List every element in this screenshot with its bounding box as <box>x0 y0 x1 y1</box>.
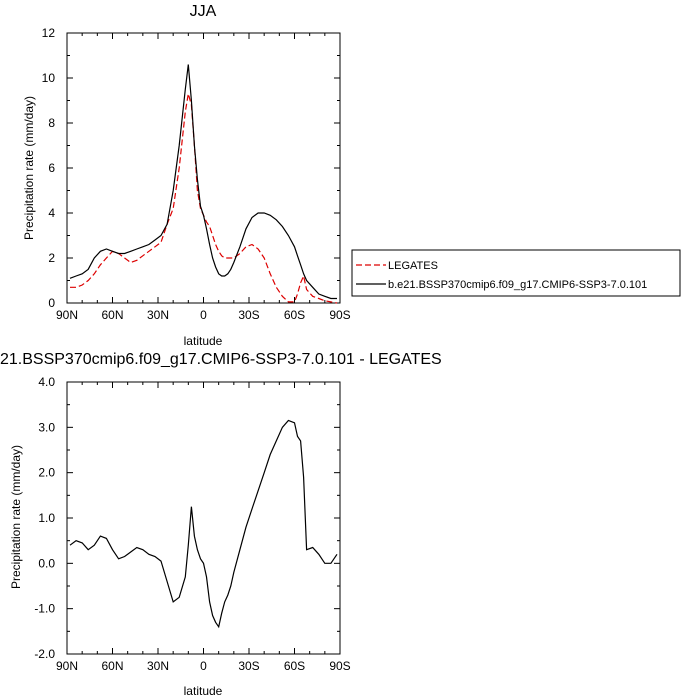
y-tick-label: 0.0 <box>38 556 55 570</box>
x-tick-label: 90N <box>56 659 78 673</box>
tick-group: 90N 60N 30N 0 30S 60S 90S -2.0 -1.0 0.0 1.0 2.0 3.0 4… <box>34 375 350 673</box>
y-tick-label: 3.0 <box>38 420 55 434</box>
series-group <box>69 419 338 629</box>
chart-bottom: 21.BSSP370cmip6.f09_g17.CMIP6-SSP3-7.0.1… <box>0 351 442 698</box>
x-tick-label: 60N <box>101 659 123 673</box>
y-axis-label: Precipitation rate (mm/day) <box>22 96 36 240</box>
x-tick-label: 90S <box>329 308 350 322</box>
plot-frame <box>66 381 341 655</box>
series-line-0 <box>70 93 338 304</box>
plot-frame <box>66 32 341 304</box>
x-tick-label: 0 <box>200 308 207 322</box>
x-tick-label: 90N <box>56 308 78 322</box>
y-tick-label: 4.0 <box>38 375 55 389</box>
y-tick-label: 2 <box>48 251 55 265</box>
y-tick-label: 2.0 <box>38 466 55 480</box>
x-tick-label: 30S <box>238 659 259 673</box>
x-tick-label: 30N <box>147 308 169 322</box>
x-tick-label: 30S <box>238 308 259 322</box>
y-tick-label: -1.0 <box>34 602 55 616</box>
legend-label-model: b.e21.BSSP370cmip6.f09_g17.CMIP6-SSP3-7.… <box>388 279 647 291</box>
y-tick-label: 10 <box>42 71 56 85</box>
x-tick-label: 0 <box>200 659 207 673</box>
y-tick-label: 4 <box>48 206 55 220</box>
x-tick-label: 60S <box>284 659 305 673</box>
chart-title: 21.BSSP370cmip6.f09_g17.CMIP6-SSP3-7.0.1… <box>0 351 442 368</box>
series-group <box>69 64 338 304</box>
chart-top: JJA 90N 60N 30N 0 30S 60S 90S 0 2 4 6 8 10 12 latitud… <box>22 3 351 348</box>
x-tick-label: 30N <box>147 659 169 673</box>
series-line-1 <box>69 64 337 300</box>
legend-label-legates: LEGATES <box>388 260 438 272</box>
series-line-0 <box>69 419 338 629</box>
x-tick-label: 90S <box>329 659 350 673</box>
y-tick-label: -2.0 <box>34 647 55 661</box>
y-tick-label: 12 <box>42 26 56 40</box>
legend: LEGATES b.e21.BSSP370cmip6.f09_g17.CMIP6… <box>351 249 681 297</box>
y-tick-label: 1.0 <box>38 511 55 525</box>
y-tick-label: 6 <box>48 161 55 175</box>
x-axis-label: latitude <box>184 334 223 348</box>
y-tick-label: 8 <box>48 116 55 130</box>
tick-group: 90N 60N 30N 0 30S 60S 90S 0 2 4 6 8 10 12 <box>42 26 351 322</box>
y-tick-label: 0 <box>48 296 55 310</box>
y-axis-label: Precipitation rate (mm/day) <box>9 445 23 589</box>
x-tick-label: 60N <box>101 308 123 322</box>
legend-box <box>351 249 681 297</box>
x-tick-label: 60S <box>284 308 305 322</box>
chart-title: JJA <box>190 3 217 20</box>
x-axis-label: latitude <box>184 684 223 698</box>
